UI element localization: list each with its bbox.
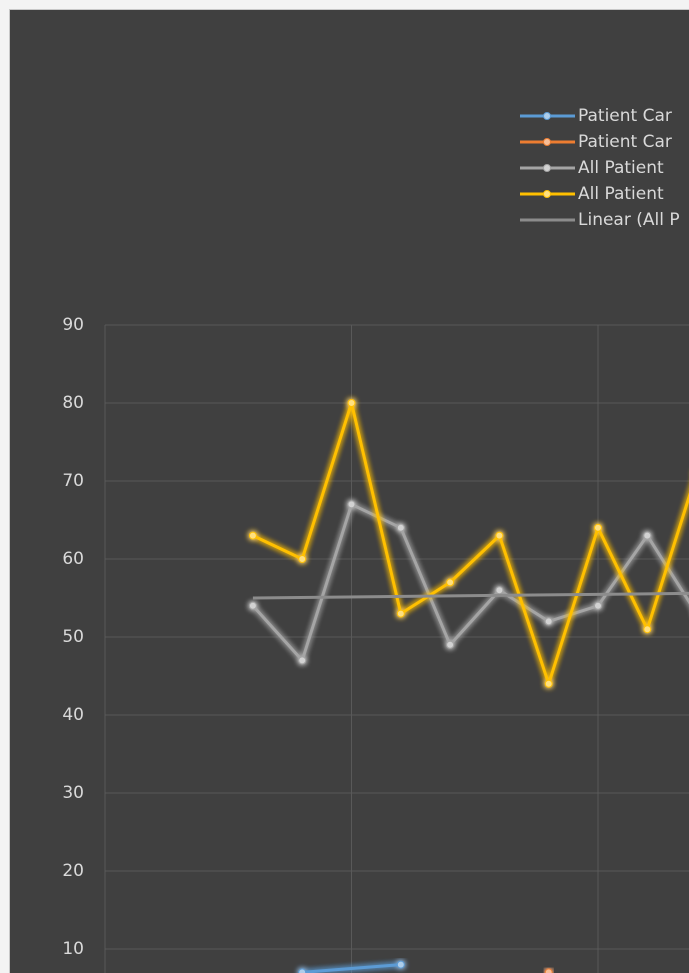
marker: [396, 523, 405, 532]
marker: [495, 531, 504, 540]
series: [248, 500, 689, 665]
marker: [544, 679, 553, 688]
marker: [248, 531, 257, 540]
y-tick-label: 80: [62, 393, 84, 413]
plot-area: [9, 9, 689, 973]
line: [252, 401, 689, 686]
marker: [446, 578, 455, 587]
marker: [643, 625, 652, 634]
legend-label: All Patient: [578, 184, 664, 204]
y-tick-label: 60: [62, 549, 84, 569]
marker: [594, 601, 602, 610]
y-tick-label: 30: [62, 783, 84, 803]
legend-marker: [543, 138, 551, 146]
line: [252, 591, 689, 600]
marker: [396, 960, 405, 969]
legend-marker: [543, 164, 551, 172]
y-tick-label: 50: [62, 627, 84, 647]
series: [544, 968, 553, 973]
marker: [248, 601, 257, 610]
y-tick-label: 10: [62, 939, 84, 959]
legend-label: Linear (All P: [578, 210, 680, 230]
marker: [298, 968, 307, 973]
marker: [594, 523, 602, 532]
y-tick-label: 90: [62, 315, 84, 335]
line: [251, 502, 689, 662]
series: [248, 399, 689, 688]
legend-label: Patient Car: [578, 106, 672, 126]
series: [298, 960, 405, 973]
y-tick-label: 40: [62, 705, 84, 725]
series: [252, 591, 689, 600]
marker: [544, 968, 553, 973]
line: [302, 963, 401, 973]
marker: [298, 656, 307, 665]
legend-label: Patient Car: [578, 132, 672, 152]
marker: [544, 617, 553, 626]
marker: [495, 586, 504, 595]
y-tick-label: 20: [62, 861, 84, 881]
marker: [643, 531, 652, 540]
legend-marker: [543, 112, 551, 120]
marker: [347, 500, 356, 509]
marker: [446, 640, 455, 649]
marker: [347, 399, 356, 407]
marker: [298, 555, 307, 563]
marker: [396, 609, 405, 618]
legend-marker: [543, 190, 551, 198]
y-tick-label: 70: [62, 471, 84, 491]
legend-label: All Patient: [578, 158, 664, 178]
